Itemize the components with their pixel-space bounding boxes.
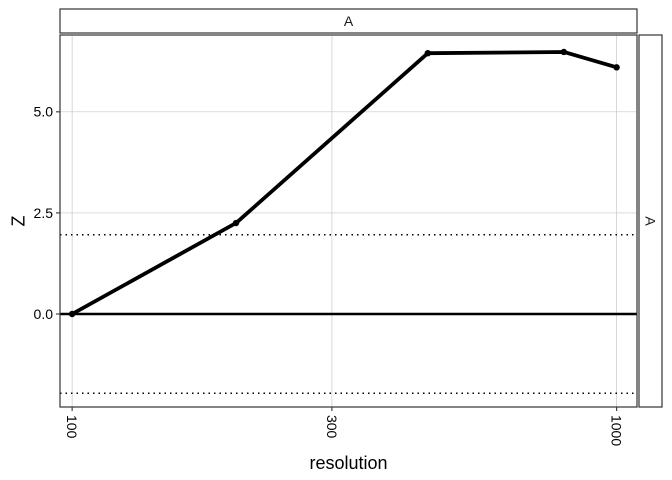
reference-lines [60,233,637,395]
facet-strip-top-box [59,8,638,34]
data-point [613,64,620,71]
data-point [424,49,431,57]
y-axis: 0.0 2.5 5.0 [34,104,60,322]
data-point [560,48,568,56]
facet-strip-top-label: A [344,13,354,29]
y-tick-label: 2.5 [34,205,54,221]
facet-strip-right-label: A [643,216,659,226]
x-axis-title: resolution [309,453,387,473]
grid-lines [60,35,637,407]
facet-strip-right-box [638,34,663,408]
y-tick-label: 0.0 [34,306,54,322]
panel-border [59,34,638,408]
data-point [68,310,76,318]
x-tick-label: 100 [64,415,80,439]
series-layer [68,48,620,318]
facet-strip-right: A [638,34,663,408]
y-axis-title: Z [8,216,28,227]
series-line [71,50,618,316]
x-tick-label: 1000 [609,415,625,446]
y-tick-label: 5.0 [34,104,54,120]
x-tick-label: 300 [324,415,340,439]
facet-strip-top: A [59,8,638,34]
data-point [232,219,240,227]
x-axis: 100 300 1000 [64,407,625,446]
